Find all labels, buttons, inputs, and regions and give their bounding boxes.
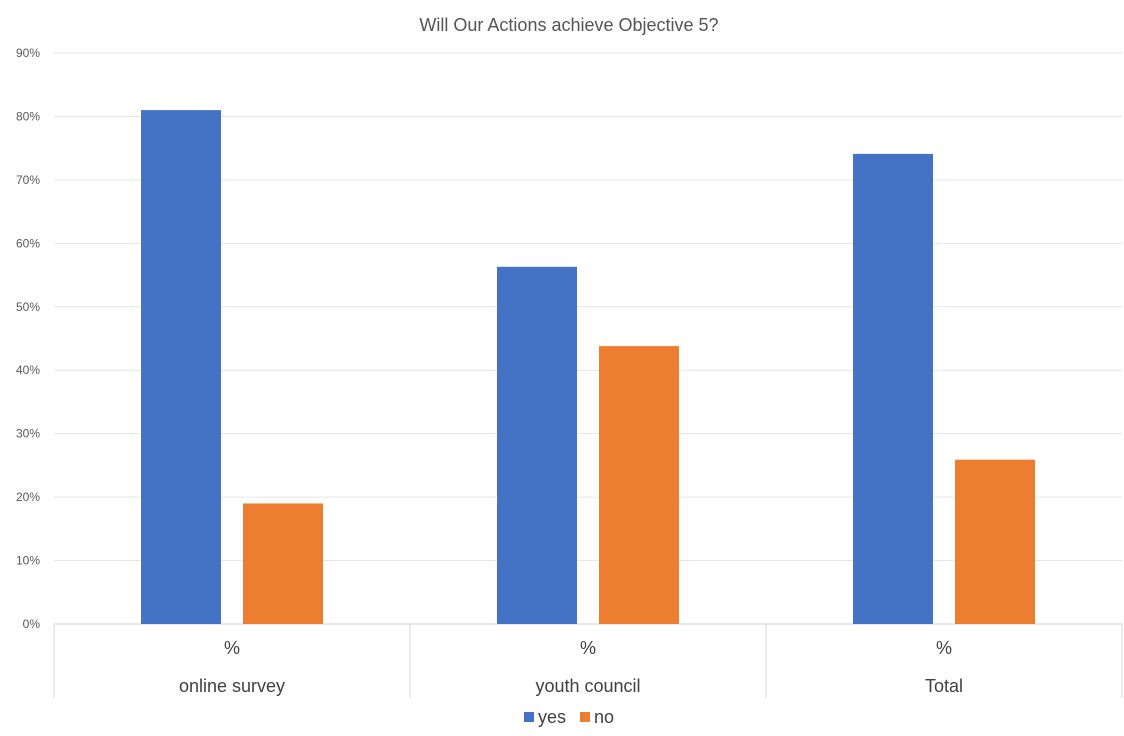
y-tick-label: 0%	[23, 617, 41, 631]
legend-swatch-yes	[524, 712, 534, 722]
y-tick-label: 60%	[16, 236, 40, 250]
gridlines	[54, 52, 1122, 625]
x-axis: % online survey% youth council% Total	[53, 624, 1123, 698]
y-tick-label: 20%	[16, 490, 40, 504]
legend: yes no	[524, 707, 614, 727]
y-tick-label: 10%	[16, 554, 40, 568]
legend-label-no: no	[594, 707, 614, 727]
chart-title: Will Our Actions achieve Objective 5?	[419, 15, 718, 35]
y-tick-label: 30%	[16, 427, 40, 441]
bar-no	[955, 459, 1035, 624]
bar-yes	[497, 266, 577, 624]
bar-no	[243, 503, 323, 624]
y-tick-label: 90%	[16, 46, 40, 60]
x-sub-label: %	[580, 638, 596, 658]
legend-label-yes: yes	[538, 707, 566, 727]
x-category-label: Total	[925, 676, 963, 696]
x-category-label: online survey	[179, 676, 285, 696]
x-category-label: youth council	[535, 676, 640, 696]
bar-yes	[853, 153, 933, 625]
x-sub-label: %	[936, 638, 952, 658]
x-sub-label: %	[224, 638, 240, 658]
y-axis: 0% 10% 20% 30% 40% 50% 60% 70% 80% 90%	[16, 46, 40, 631]
legend-swatch-no	[580, 712, 591, 722]
y-tick-label: 40%	[16, 363, 40, 377]
y-tick-label: 70%	[16, 173, 40, 187]
y-tick-label: 50%	[16, 300, 40, 314]
bar-no	[599, 346, 679, 624]
bar-yes	[141, 110, 221, 625]
bars	[141, 110, 1035, 625]
y-tick-label: 80%	[16, 109, 40, 123]
